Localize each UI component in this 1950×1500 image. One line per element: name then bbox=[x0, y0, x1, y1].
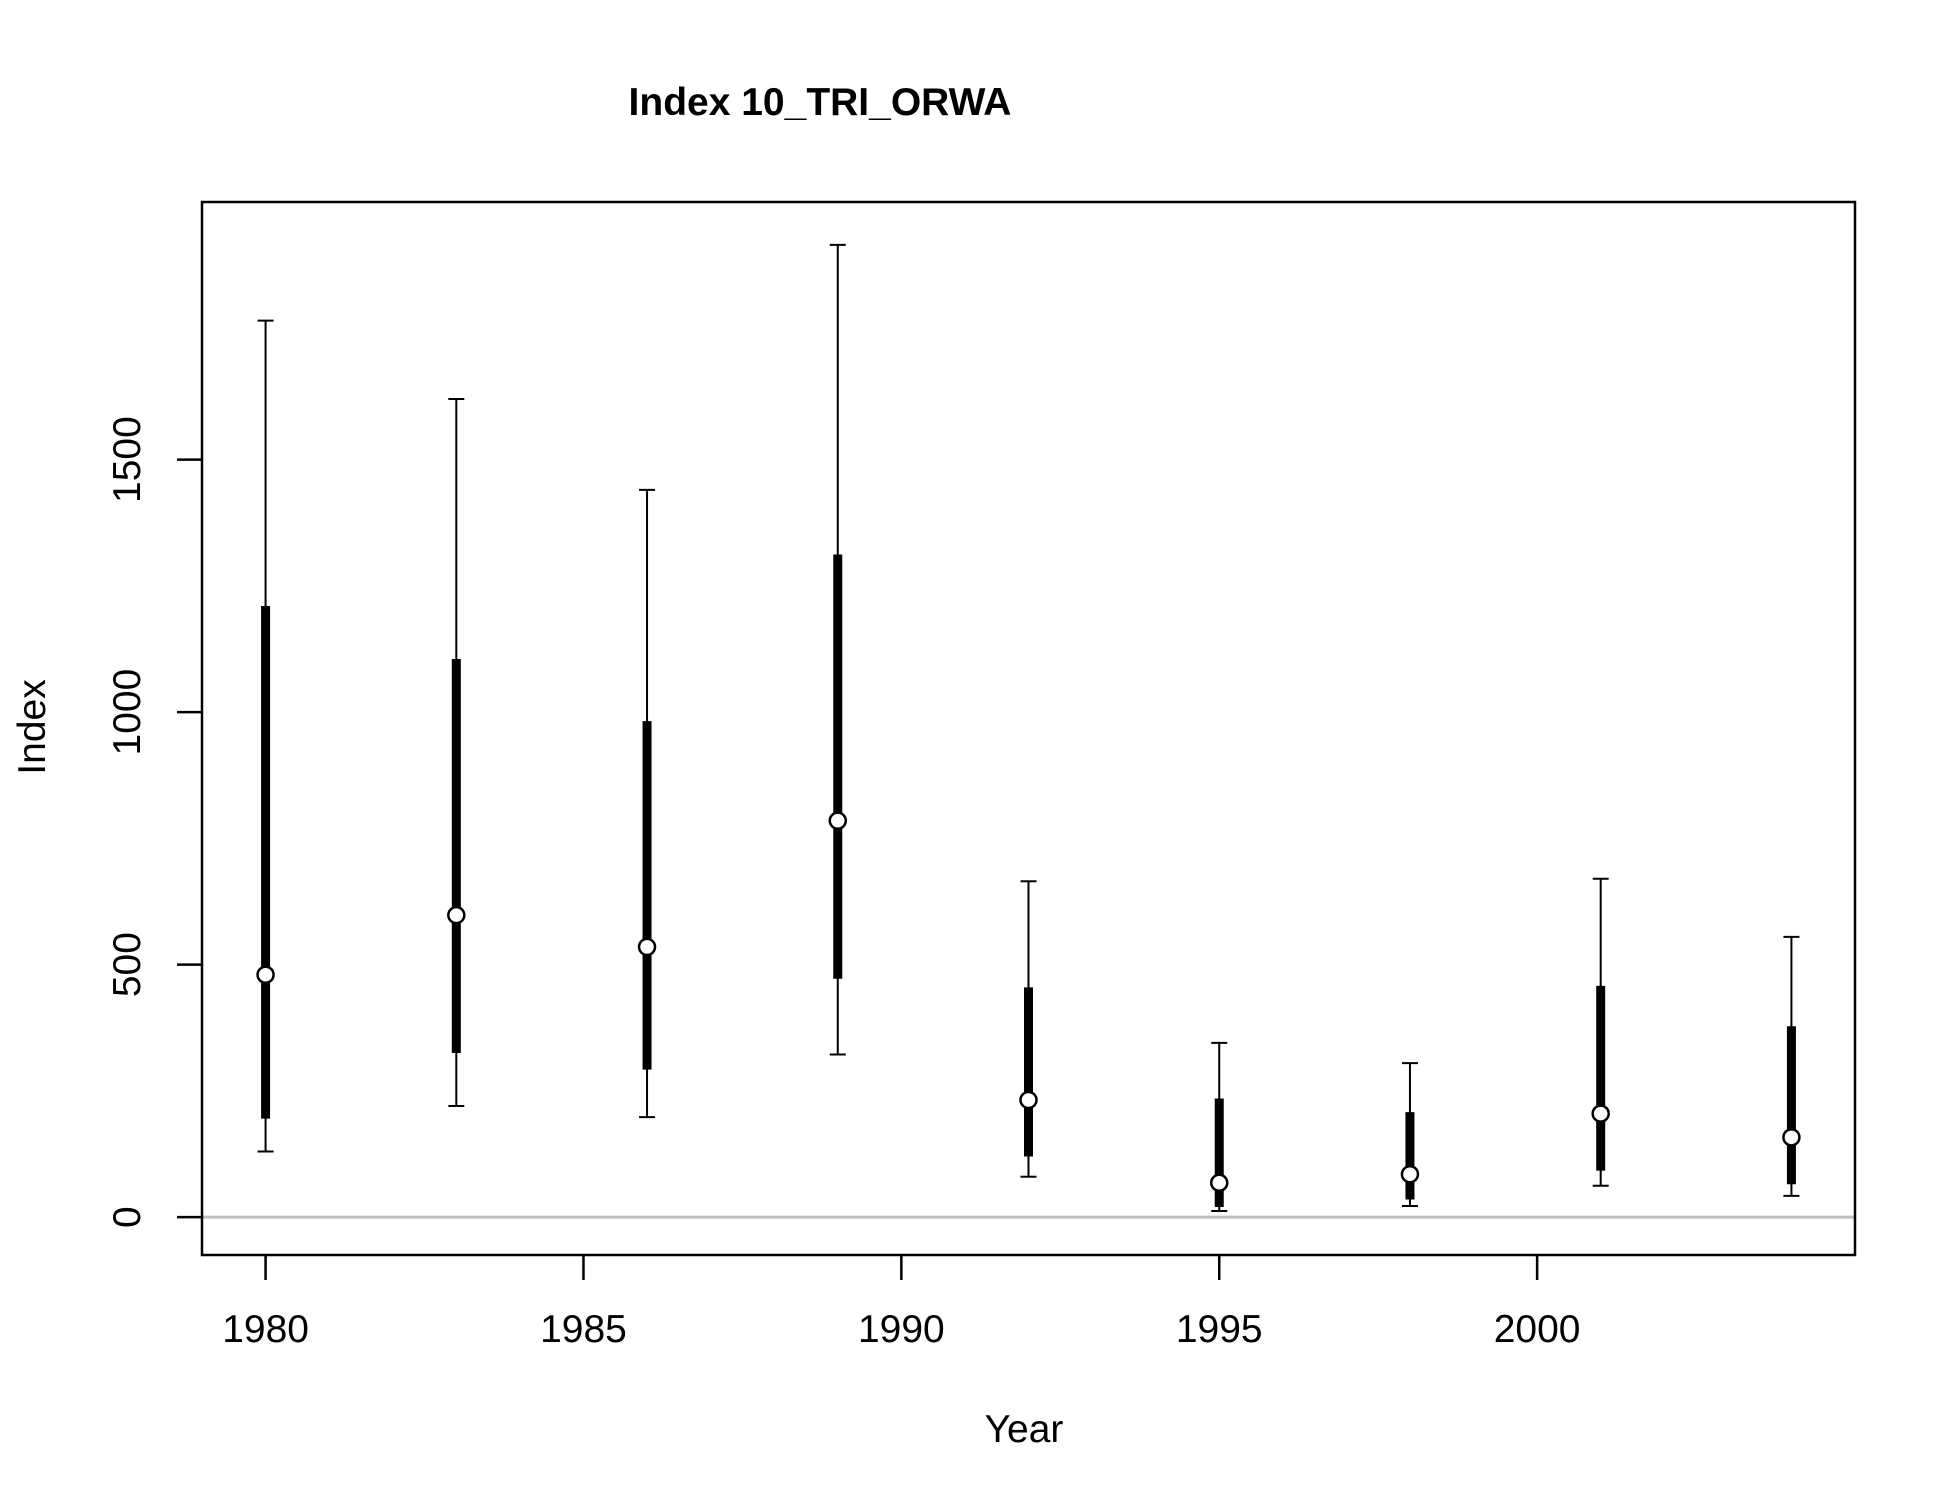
data-point bbox=[447, 905, 466, 925]
y-tick-label: 1500 bbox=[106, 416, 149, 503]
data-point-group bbox=[1209, 1041, 1229, 1213]
data-point bbox=[637, 937, 657, 957]
x-tick-label: 2000 bbox=[1494, 1308, 1581, 1351]
data-point bbox=[828, 811, 848, 830]
x-tick-label: 1985 bbox=[540, 1308, 627, 1351]
data-point bbox=[1209, 1173, 1229, 1193]
y-tick-label: 0 bbox=[106, 1206, 149, 1228]
chart-title: Index 10_TRI_ORWA bbox=[629, 81, 1012, 124]
data-point bbox=[1782, 1128, 1801, 1147]
x-tick-label: 1980 bbox=[222, 1308, 309, 1351]
data-point bbox=[1400, 1164, 1420, 1184]
data-point-group bbox=[256, 319, 275, 1153]
y-axis: 0 500 1000 1500 bbox=[106, 416, 202, 1228]
plot-frame bbox=[200, 200, 1857, 1257]
x-tick-label: 1995 bbox=[1176, 1308, 1263, 1351]
data-point-group bbox=[1019, 880, 1038, 1178]
data-point-group bbox=[637, 488, 657, 1119]
y-axis-label: Index bbox=[11, 679, 54, 775]
x-axis: 1980 1985 1990 1995 2000 bbox=[222, 1255, 1580, 1351]
chart-marks bbox=[256, 243, 1801, 1213]
y-tick-label: 500 bbox=[106, 932, 149, 997]
x-axis-label: Year bbox=[985, 1408, 1064, 1451]
data-point bbox=[1591, 1104, 1610, 1123]
data-point bbox=[256, 965, 275, 984]
data-point-group bbox=[1782, 935, 1801, 1197]
data-point-group bbox=[447, 397, 466, 1108]
y-tick-label: 1000 bbox=[106, 669, 149, 756]
x-tick-label: 1990 bbox=[858, 1308, 945, 1351]
data-point bbox=[1019, 1090, 1038, 1110]
data-point-group bbox=[828, 243, 848, 1056]
data-point-group bbox=[1400, 1062, 1420, 1208]
data-point-group bbox=[1591, 877, 1610, 1187]
